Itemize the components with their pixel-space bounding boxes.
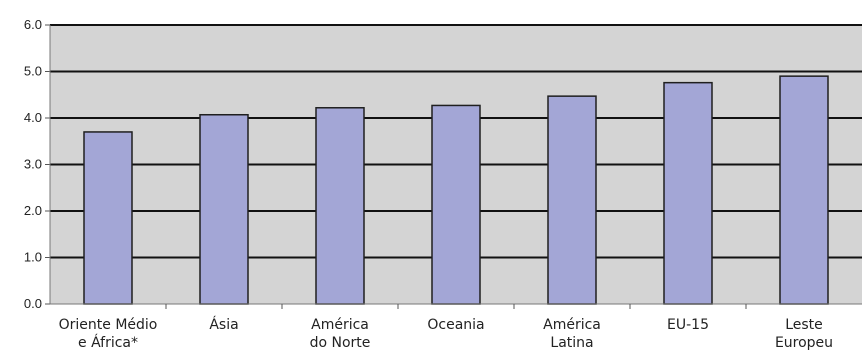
y-tick-label: 1.0 — [24, 250, 42, 265]
x-tick-label: do Norte — [310, 335, 371, 351]
x-tick-label: EU-15 — [667, 317, 709, 333]
bar — [315, 107, 365, 305]
x-tick-label: Latina — [550, 335, 593, 351]
bar — [431, 104, 481, 305]
x-tick-label: Oriente Médio — [59, 317, 158, 333]
y-tick-label: 0.0 — [24, 296, 42, 311]
x-tick-label: Oceania — [427, 317, 484, 333]
bars — [83, 75, 829, 305]
bar — [663, 81, 713, 305]
y-tick-label: 6.0 — [24, 17, 42, 32]
y-axis: 0.0 1.0 2.0 3.0 4.0 5.0 6.0 — [24, 17, 51, 311]
x-tick-label: Ásia — [209, 316, 238, 333]
x-tick-label: América — [543, 317, 601, 333]
bar — [199, 113, 249, 305]
y-tick-label: 2.0 — [24, 203, 42, 218]
bar — [83, 131, 133, 305]
bar — [779, 75, 829, 305]
y-tick-label: 5.0 — [24, 64, 42, 79]
x-tick-label: e África* — [78, 334, 138, 351]
y-tick-label: 3.0 — [24, 157, 42, 172]
x-tick-label: Europeu — [775, 335, 833, 351]
x-tick-label: Leste — [785, 317, 823, 333]
y-tick-label: 4.0 — [24, 110, 42, 125]
bar — [547, 95, 597, 305]
x-tick-label: América — [311, 317, 369, 333]
